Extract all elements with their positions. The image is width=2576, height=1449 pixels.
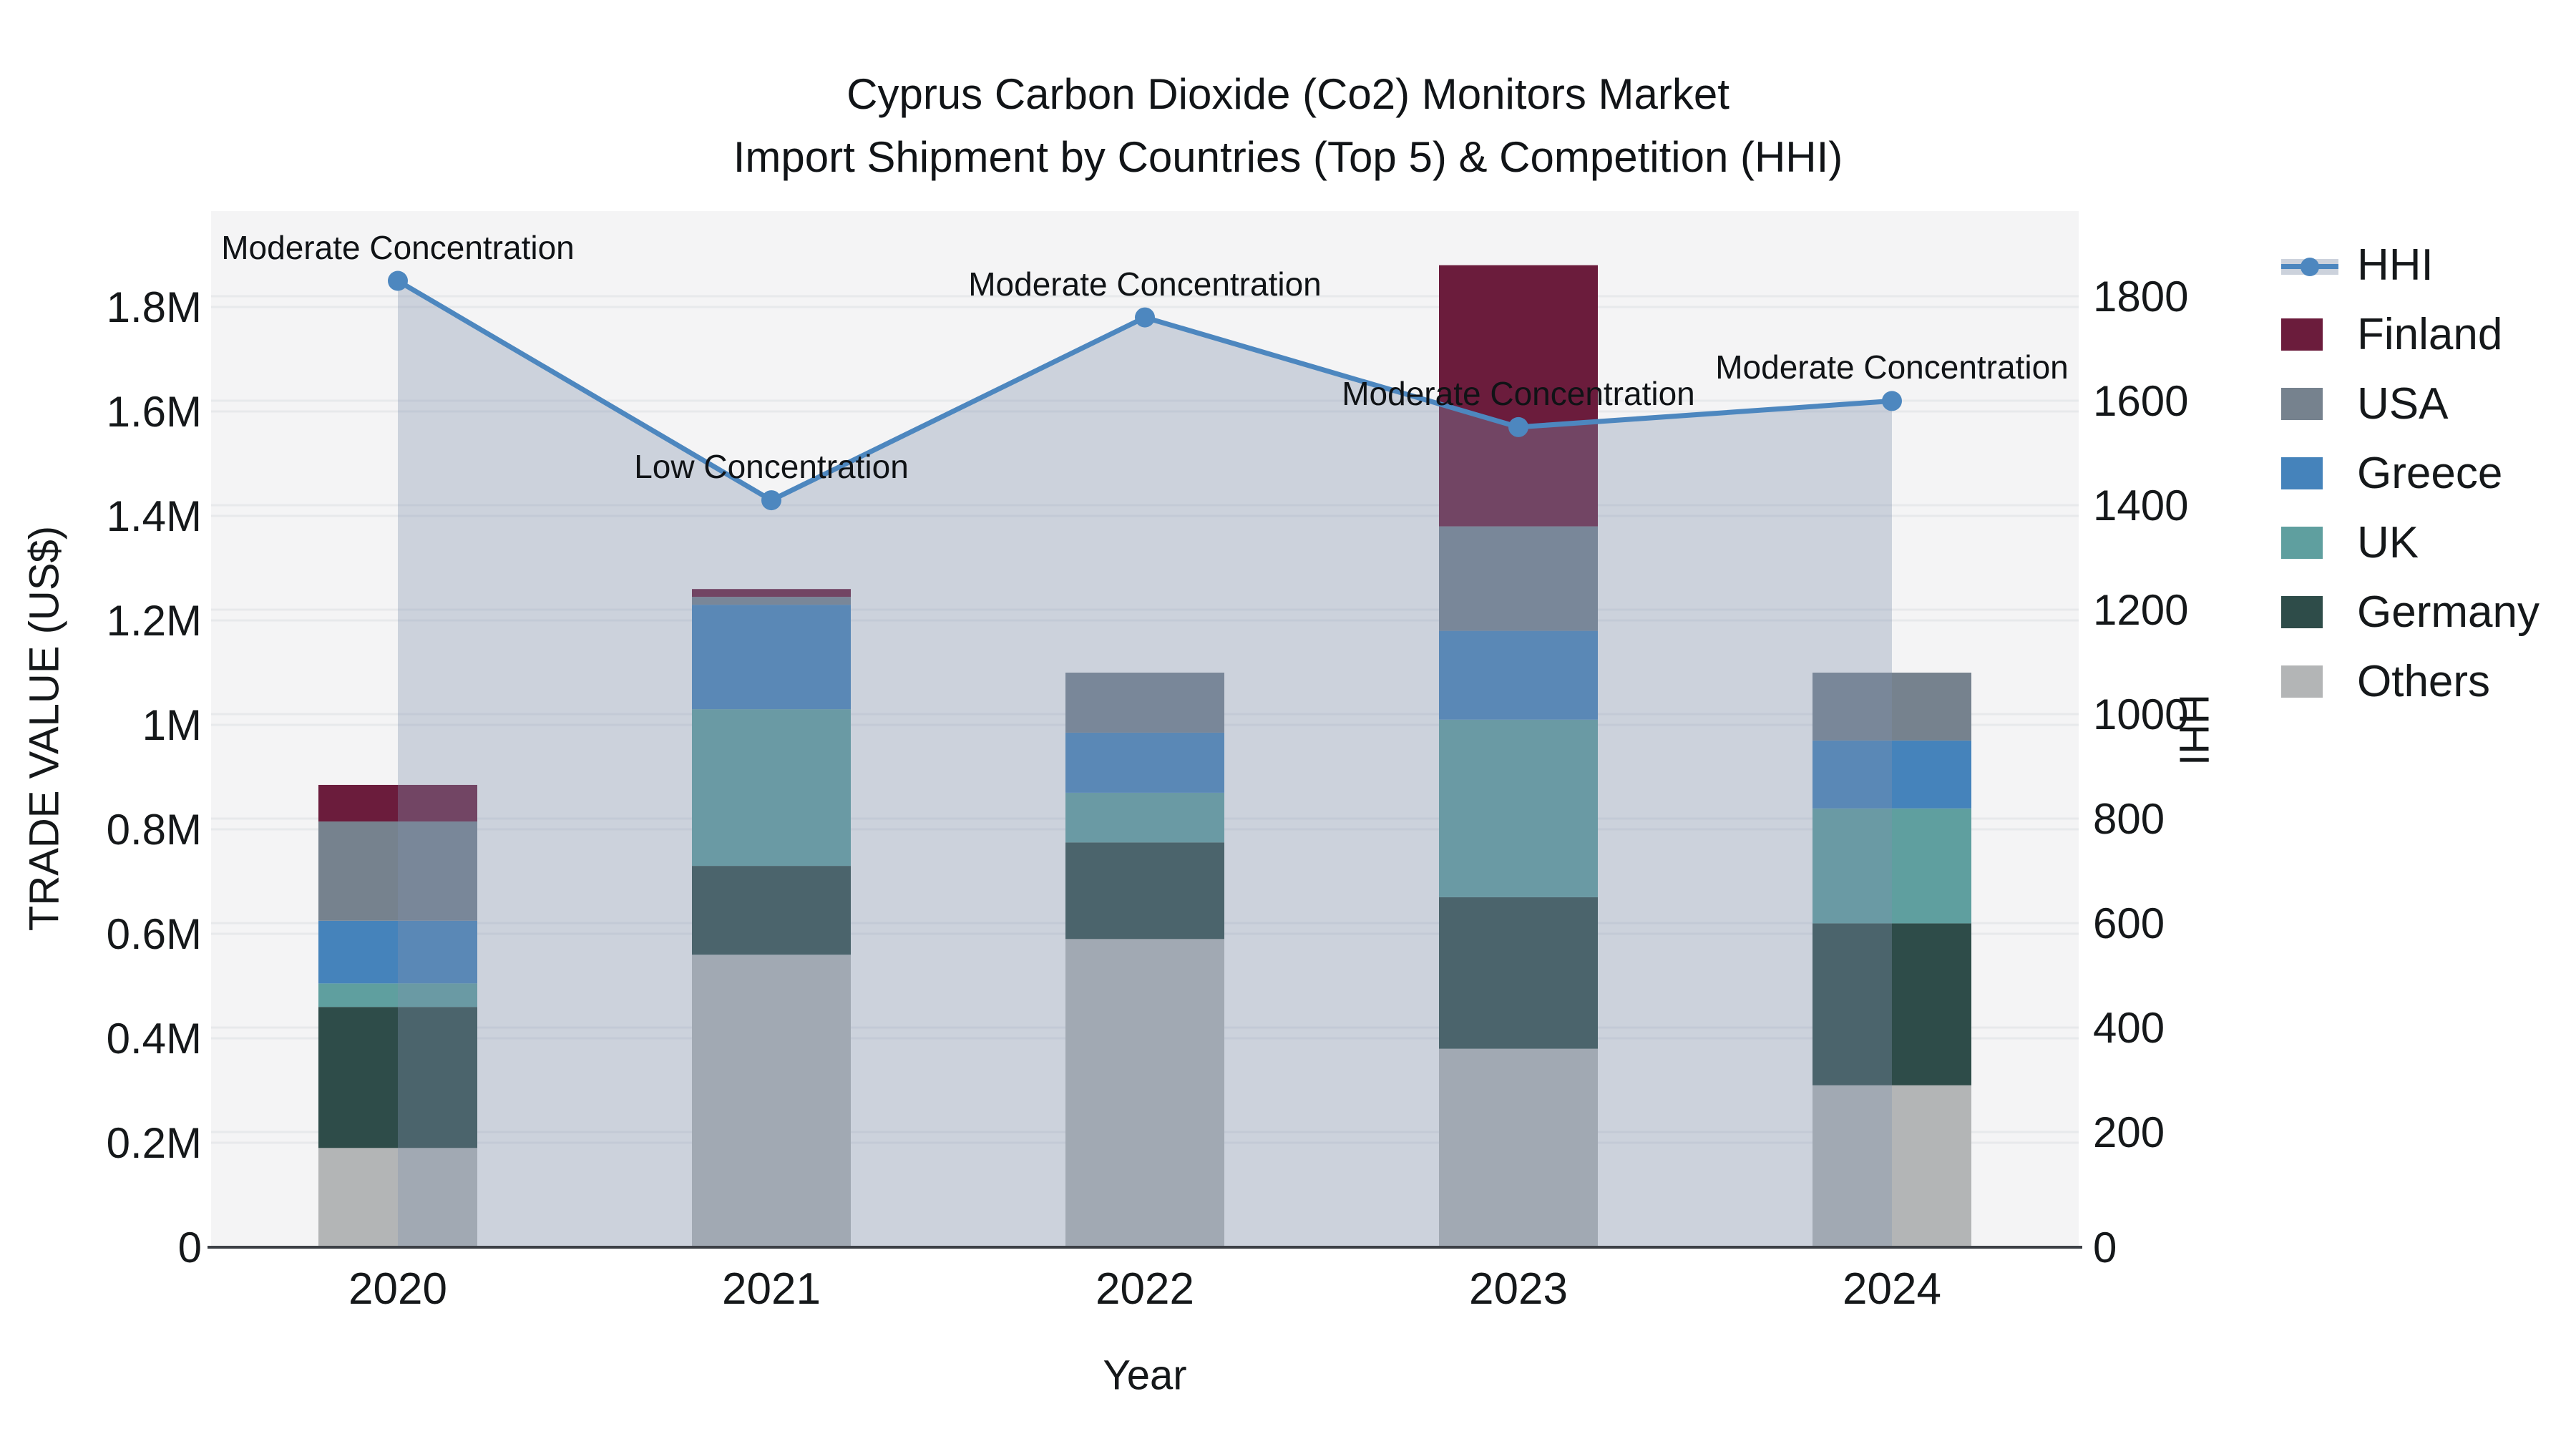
bar-segment-2022-greece [1065,732,1224,793]
y-axis-right-tick-label: 1000 [2093,691,2188,738]
bar-segment-2024-greece [1813,740,1971,809]
hhi-marker-2024 [1882,391,1902,411]
chart-title-line2: Import Shipment by Countries (Top 5) & C… [733,133,1843,181]
bar-segment-2021-finland [692,589,851,597]
bar-segment-2023-greece [1439,630,1598,720]
y-axis-left-tick-label: 1.6M [107,388,202,436]
bar-segment-2020-uk [318,983,477,1008]
x-axis-tick-label: 2024 [1843,1264,1941,1314]
y-axis-right-tick-label: 0 [2093,1224,2117,1272]
y-axis-right-tick-label: 1400 [2093,482,2188,530]
bar-segment-2024-uk [1813,808,1971,924]
y-axis-left-tick-label: 0.8M [107,806,202,854]
bar-segment-2022-others [1065,939,1224,1247]
x-axis-title: Year [1103,1352,1187,1399]
chart-title-line1: Cyprus Carbon Dioxide (Co2) Monitors Mar… [847,70,1729,118]
y-axis-right-tick-label: 1600 [2093,377,2188,425]
annotation-2021: Low Concentration [634,448,909,486]
y-axis-right-tick-label: 200 [2093,1108,2165,1156]
legend-swatch [2281,388,2323,420]
legend-label: HHI [2357,240,2434,290]
bar-segment-2023-uk [1439,719,1598,897]
legend-item-germany[interactable]: Germany [2281,577,2540,647]
annotation-2022: Moderate Concentration [968,265,1322,303]
legend-label: Greece [2357,449,2503,498]
y-axis-title-right: HHI [2170,694,2218,766]
bar-segment-2023-finland [1439,265,1598,527]
y-axis-title-left: TRADE VALUE (US$) [21,525,68,932]
annotation-2023: Moderate Concentration [1342,374,1695,412]
hhi-area-fill [398,280,1892,1247]
legend-label: Germany [2357,587,2540,637]
legend-label: UK [2357,518,2419,567]
legend-label: USA [2357,379,2449,429]
bar-segment-2022-germany [1065,842,1224,940]
legend-label: Others [2357,657,2491,706]
bar-segment-2021-germany [692,866,851,955]
bar-segment-2023-others [1439,1048,1598,1247]
x-axis-tick-label: 2020 [348,1264,447,1314]
x-axis-tick-label: 2023 [1469,1264,1568,1314]
y-axis-left-tick-label: 1.2M [107,597,202,645]
hhi-marker-2023 [1508,416,1528,437]
chart-title: Cyprus Carbon Dioxide (Co2) Monitors Mar… [0,63,2576,189]
bar-segment-2024-germany [1813,923,1971,1085]
bar-segment-2024-usa [1813,673,1971,741]
legend-swatch [2281,596,2323,628]
bar-segment-2024-others [1813,1085,1971,1247]
legend-item-greece[interactable]: Greece [2281,439,2540,508]
y-axis-left-tick-label: 1M [142,701,202,749]
bar-segment-2022-usa [1065,673,1224,733]
y-axis-left-tick-label: 0.6M [107,910,202,958]
legend-item-uk[interactable]: UK [2281,508,2540,577]
x-axis-tick-label: 2022 [1096,1264,1194,1314]
y-axis-right-tick-label: 600 [2093,899,2165,947]
bar-segment-2023-usa [1439,526,1598,631]
hhi-marker-2022 [1135,307,1155,328]
bar-segment-2022-uk [1065,792,1224,843]
y-axis-left-tick-label: 1.8M [107,283,202,331]
bar-segment-2021-others [692,955,851,1247]
hhi-legend-glyph [2281,249,2338,281]
legend-item-finland[interactable]: Finland [2281,300,2540,369]
legend-swatch [2281,527,2323,559]
y-axis-right-tick-label: 1200 [2093,586,2188,634]
bar-segment-2021-usa [692,597,851,605]
annotation-2024: Moderate Concentration [1715,348,2069,386]
legend-swatch [2281,665,2323,698]
y-axis-right-tick-label: 800 [2093,795,2165,843]
bar-segment-2021-uk [692,709,851,867]
annotation-2020: Moderate Concentration [221,228,575,266]
y-axis-right-tick-label: 400 [2093,1004,2165,1052]
hhi-marker-2020 [388,270,408,291]
legend-swatch [2281,457,2323,489]
bar-segment-2020-finland [318,784,477,822]
y-axis-left-tick-label: 0.4M [107,1015,202,1063]
bar-segment-2020-germany [318,1007,477,1148]
legend-item-others[interactable]: Others [2281,647,2540,716]
y-axis-left-tick-label: 1.4M [107,492,202,540]
legend-item-usa[interactable]: USA [2281,369,2540,439]
legend-swatch [2281,318,2323,351]
bar-segment-2020-greece [318,920,477,984]
y-axis-left-tick-label: 0.2M [107,1119,202,1167]
bar-segment-2023-germany [1439,897,1598,1049]
bar-segment-2021-greece [692,605,851,710]
bar-segment-2020-usa [318,821,477,921]
legend-label: Finland [2357,310,2503,359]
y-axis-left-tick-label: 0 [178,1224,202,1272]
legend-item-hhi[interactable]: HHI [2281,230,2540,300]
hhi-marker-2021 [761,490,781,511]
y-axis-right-tick-label: 1800 [2093,273,2188,321]
bar-segment-2020-others [318,1148,477,1247]
x-axis-tick-label: 2021 [722,1264,821,1314]
legend: HHI Finland USA Greece UK Germany Others [2281,230,2540,716]
